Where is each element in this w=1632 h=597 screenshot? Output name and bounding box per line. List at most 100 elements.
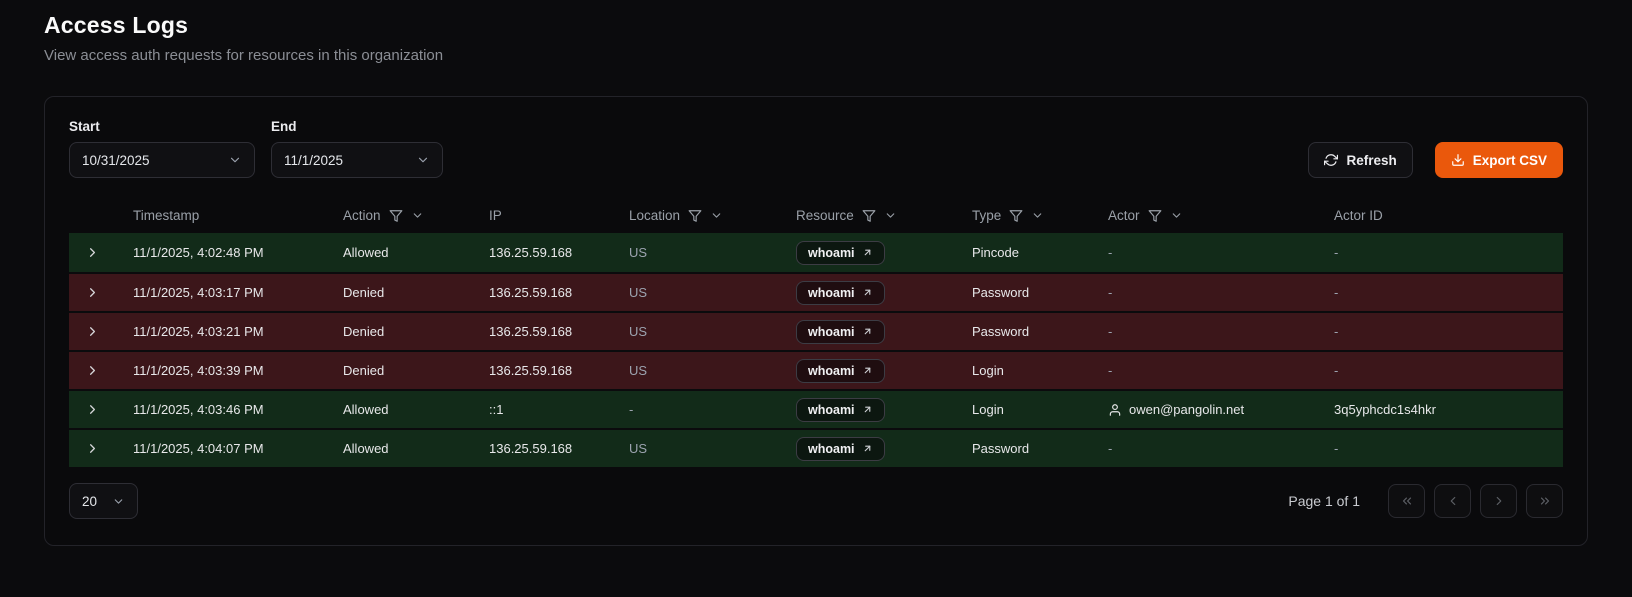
column-label: Action <box>343 208 381 223</box>
first-page-button[interactable] <box>1388 484 1425 518</box>
column-header-actor-id: Actor ID <box>1334 208 1563 223</box>
resource-link[interactable]: whoami <box>796 280 885 305</box>
actor-cell: - <box>1108 324 1113 339</box>
chevron-right-icon <box>85 245 100 260</box>
table-row[interactable]: 11/1/2025, 4:04:07 PM Allowed 136.25.59.… <box>69 428 1563 467</box>
chevron-right-icon <box>85 402 100 417</box>
table-row[interactable]: 11/1/2025, 4:03:39 PM Denied 136.25.59.1… <box>69 350 1563 389</box>
page-title: Access Logs <box>44 12 189 38</box>
resource-link[interactable]: whoami <box>796 319 885 344</box>
refresh-button-label: Refresh <box>1346 152 1397 168</box>
previous-page-button[interactable] <box>1434 484 1471 518</box>
table-row[interactable]: 11/1/2025, 4:03:17 PM Denied 136.25.59.1… <box>69 272 1563 311</box>
actor-id-cell: 3q5yphcdc1s4hkr <box>1334 402 1436 417</box>
ip-cell: ::1 <box>489 402 504 417</box>
external-link-icon <box>862 287 873 298</box>
action-sort-chevron-icon[interactable] <box>411 209 424 222</box>
chevron-down-icon <box>228 153 242 167</box>
type-cell: Password <box>972 441 1030 456</box>
chevron-left-icon <box>1446 494 1460 508</box>
external-link-icon <box>862 365 873 376</box>
expand-row-button[interactable] <box>69 363 133 378</box>
column-header-location: Location <box>629 208 796 223</box>
actor-id-cell: - <box>1334 441 1339 456</box>
chevron-right-icon <box>85 363 100 378</box>
start-date-field: Start 10/31/2025 <box>69 119 255 178</box>
column-header-resource: Resource <box>796 208 972 223</box>
actor-cell: owen@pangolin.net <box>1108 402 1334 417</box>
export-csv-button[interactable]: Export CSV <box>1434 142 1563 178</box>
column-label: IP <box>489 208 502 223</box>
expand-row-button[interactable] <box>69 441 133 456</box>
resource-name: whoami <box>808 285 855 300</box>
actor-cell: - <box>1108 441 1113 456</box>
expand-row-button[interactable] <box>69 402 133 417</box>
chevron-down-icon <box>416 153 430 167</box>
column-label: Type <box>972 208 1002 223</box>
actor-filter-icon[interactable] <box>1148 209 1162 223</box>
resource-sort-chevron-icon[interactable] <box>884 209 897 222</box>
action-cell: Denied <box>343 324 385 339</box>
location-cell: - <box>629 402 634 417</box>
table-footer: 20 Page 1 of 1 <box>69 483 1563 519</box>
location-filter-icon[interactable] <box>688 209 702 223</box>
table-row[interactable]: 11/1/2025, 4:03:21 PM Denied 136.25.59.1… <box>69 311 1563 350</box>
access-logs-page: Access Logs View access auth requests fo… <box>44 12 1588 546</box>
end-date-label: End <box>271 119 297 134</box>
filter-toolbar: Start 10/31/2025 End 11/1/2025 <box>69 119 1563 178</box>
actor-cell: - <box>1108 363 1113 378</box>
actor-id-cell: - <box>1334 285 1339 300</box>
page-size-select[interactable]: 20 <box>69 483 138 519</box>
resource-link[interactable]: whoami <box>796 358 885 383</box>
resource-filter-icon[interactable] <box>862 209 876 223</box>
column-header-type: Type <box>972 208 1108 223</box>
resource-name: whoami <box>808 363 855 378</box>
chevrons-left-icon <box>1400 494 1414 508</box>
type-cell: Password <box>972 285 1030 300</box>
resource-cell: whoami <box>796 397 972 422</box>
actor-sort-chevron-icon[interactable] <box>1170 209 1183 222</box>
expand-row-button[interactable] <box>69 285 133 300</box>
timestamp-cell: 11/1/2025, 4:03:39 PM <box>133 363 264 378</box>
type-filter-icon[interactable] <box>1009 209 1023 223</box>
timestamp-cell: 11/1/2025, 4:03:17 PM <box>133 285 264 300</box>
column-label: Actor <box>1108 208 1140 223</box>
ip-cell: 136.25.59.168 <box>489 324 573 339</box>
expand-row-button[interactable] <box>69 324 133 339</box>
next-page-button[interactable] <box>1480 484 1517 518</box>
end-date-select[interactable]: 11/1/2025 <box>271 142 443 178</box>
external-link-icon <box>862 443 873 454</box>
timestamp-cell: 11/1/2025, 4:03:21 PM <box>133 324 264 339</box>
chevron-right-icon <box>85 324 100 339</box>
type-cell: Login <box>972 402 1004 417</box>
chevron-right-icon <box>85 441 100 456</box>
table-row[interactable]: 11/1/2025, 4:03:46 PM Allowed ::1 - whoa… <box>69 389 1563 428</box>
resource-link[interactable]: whoami <box>796 436 885 461</box>
action-cell: Allowed <box>343 441 389 456</box>
resource-cell: whoami <box>796 280 972 305</box>
actor-id-cell: - <box>1334 324 1339 339</box>
type-cell: Login <box>972 363 1004 378</box>
resource-cell: whoami <box>796 358 972 383</box>
table-row[interactable]: 11/1/2025, 4:02:48 PM Allowed 136.25.59.… <box>69 233 1563 272</box>
timestamp-cell: 11/1/2025, 4:02:48 PM <box>133 245 264 260</box>
chevron-right-icon <box>1492 494 1506 508</box>
start-date-select[interactable]: 10/31/2025 <box>69 142 255 178</box>
page-subtitle: View access auth requests for resources … <box>44 47 444 64</box>
action-cell: Denied <box>343 363 385 378</box>
action-filter-icon[interactable] <box>389 209 403 223</box>
location-sort-chevron-icon[interactable] <box>710 209 723 222</box>
expand-row-button[interactable] <box>69 245 133 260</box>
last-page-button[interactable] <box>1526 484 1563 518</box>
resource-cell: whoami <box>796 240 972 265</box>
resource-link[interactable]: whoami <box>796 397 885 422</box>
resource-link[interactable]: whoami <box>796 240 885 265</box>
action-cell: Allowed <box>343 402 389 417</box>
ip-cell: 136.25.59.168 <box>489 441 573 456</box>
refresh-button[interactable]: Refresh <box>1308 142 1413 178</box>
ip-cell: 136.25.59.168 <box>489 285 573 300</box>
type-sort-chevron-icon[interactable] <box>1031 209 1044 222</box>
export-csv-button-label: Export CSV <box>1472 152 1547 168</box>
actor-id-cell: - <box>1334 245 1339 260</box>
action-cell: Denied <box>343 285 385 300</box>
